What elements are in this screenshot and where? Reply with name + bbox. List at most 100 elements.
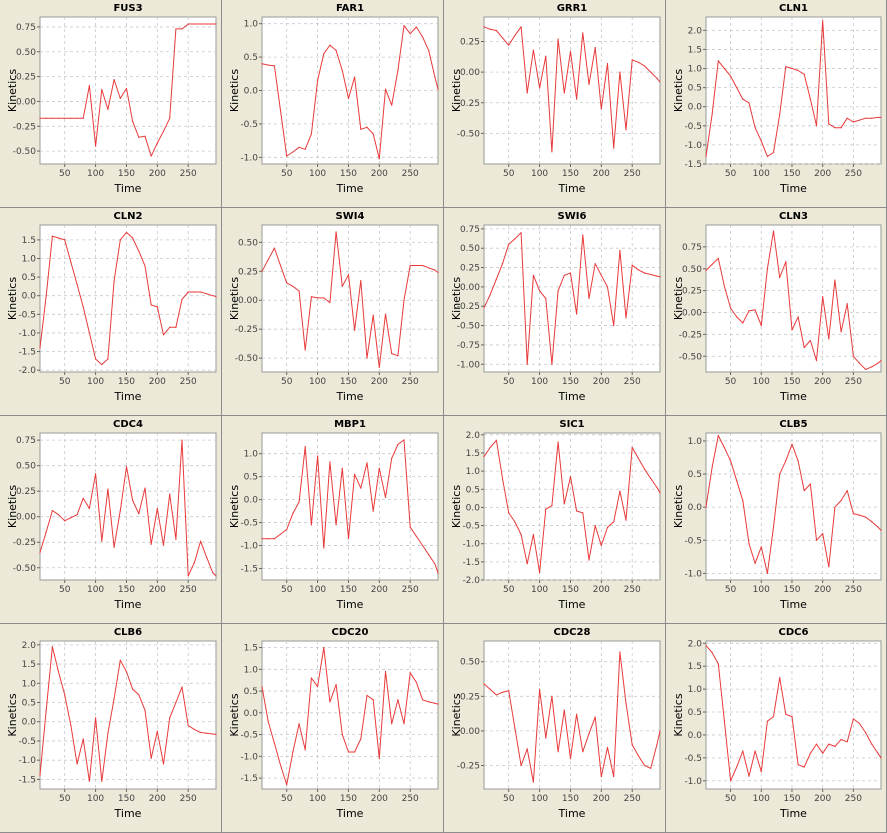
data-point	[582, 512, 584, 514]
data-point	[323, 53, 325, 55]
x-axis-label: Time	[114, 182, 142, 195]
x-tick-label: 50	[281, 585, 293, 595]
x-tick-label: 250	[624, 377, 641, 387]
data-point	[181, 298, 183, 301]
x-tick-label: 250	[402, 377, 419, 387]
data-point	[619, 71, 621, 73]
data-point	[772, 230, 775, 232]
data-point	[858, 362, 861, 364]
data-point	[162, 130, 165, 132]
data-point	[563, 274, 565, 276]
y-tick-label: -1.00	[457, 360, 481, 370]
x-tick-label: 100	[309, 794, 326, 804]
data-point	[273, 742, 275, 744]
data-point	[785, 713, 787, 715]
y-tick-label: 0.25	[460, 264, 480, 274]
data-point	[532, 534, 535, 536]
data-point	[434, 563, 436, 565]
y-tick-label: -0.50	[13, 147, 37, 157]
data-point	[809, 752, 811, 754]
data-point	[304, 148, 306, 150]
series-line	[705, 20, 881, 157]
data-point	[631, 744, 633, 746]
data-point	[791, 716, 793, 718]
data-point	[619, 490, 621, 492]
y-tick-label: 0.50	[16, 48, 36, 58]
data-point	[175, 28, 177, 30]
data-point	[631, 264, 633, 266]
series-line	[483, 26, 661, 153]
data-point	[279, 109, 282, 112]
x-tick-label: 250	[624, 794, 641, 804]
y-tick-label: -0.50	[457, 129, 481, 139]
data-point	[113, 280, 115, 282]
data-point	[736, 480, 738, 482]
data-point	[354, 76, 356, 78]
data-point	[384, 670, 387, 673]
x-tick-label: 200	[814, 377, 831, 387]
y-tick-label: 0.00	[460, 283, 480, 293]
data-point	[659, 276, 661, 278]
data-point	[613, 521, 615, 523]
data-point	[199, 731, 202, 734]
data-point	[132, 237, 134, 239]
data-point	[779, 113, 781, 115]
data-point	[785, 261, 787, 263]
y-tick-label: -0.25	[457, 99, 480, 109]
data-point	[82, 738, 84, 740]
data-point	[822, 296, 824, 298]
data-point	[569, 50, 572, 52]
data-point	[514, 521, 516, 523]
y-tick-label: 0.25	[238, 267, 258, 277]
data-point	[723, 67, 726, 70]
x-tick-label: 200	[149, 585, 166, 595]
y-axis-label: Kinetics	[450, 693, 463, 736]
series-line	[705, 435, 882, 574]
data-point	[360, 738, 362, 740]
data-point	[852, 718, 854, 720]
data-point	[193, 728, 195, 731]
y-tick-label: 1.5	[22, 660, 36, 670]
data-point	[545, 508, 547, 510]
data-point	[563, 709, 565, 711]
chart-svg: SWI6 -1.00 -0.75 -0.50 -0.25 0.00 0.25 0.50 0.75…	[450, 211, 661, 403]
plot-area	[39, 640, 217, 790]
data-point	[187, 724, 189, 727]
data-point	[193, 562, 195, 564]
data-point	[298, 723, 300, 725]
data-point	[366, 126, 368, 128]
x-tick-label: 50	[725, 169, 737, 179]
plot-area	[39, 224, 217, 373]
data-point	[520, 232, 522, 234]
data-point	[101, 363, 103, 366]
data-point	[372, 510, 374, 512]
data-point	[815, 743, 818, 745]
data-point	[717, 257, 719, 259]
data-point	[113, 698, 115, 700]
y-tick-label: 0.00	[238, 296, 258, 306]
data-point	[347, 274, 350, 276]
data-point	[656, 275, 658, 277]
x-tick-label: 250	[402, 794, 419, 804]
data-point	[335, 524, 337, 526]
data-point	[797, 764, 799, 766]
plot-area	[705, 432, 882, 581]
x-axis-label: Time	[779, 598, 807, 611]
data-point	[206, 23, 208, 25]
data-point	[51, 646, 53, 648]
data-point	[64, 117, 66, 119]
data-point	[760, 325, 762, 327]
data-point	[403, 299, 405, 301]
chart-title: SIC1	[559, 419, 584, 430]
x-tick-label: 100	[753, 377, 770, 387]
x-tick-label: 200	[371, 585, 388, 595]
y-tick-label: 0.0	[244, 709, 259, 719]
data-point	[532, 781, 535, 783]
data-point	[39, 551, 41, 554]
x-tick-label: 200	[593, 169, 610, 179]
data-point	[736, 766, 738, 768]
data-point	[267, 720, 269, 723]
data-point	[304, 749, 306, 751]
y-tick-label: -0.50	[679, 352, 703, 362]
data-point	[298, 290, 300, 292]
